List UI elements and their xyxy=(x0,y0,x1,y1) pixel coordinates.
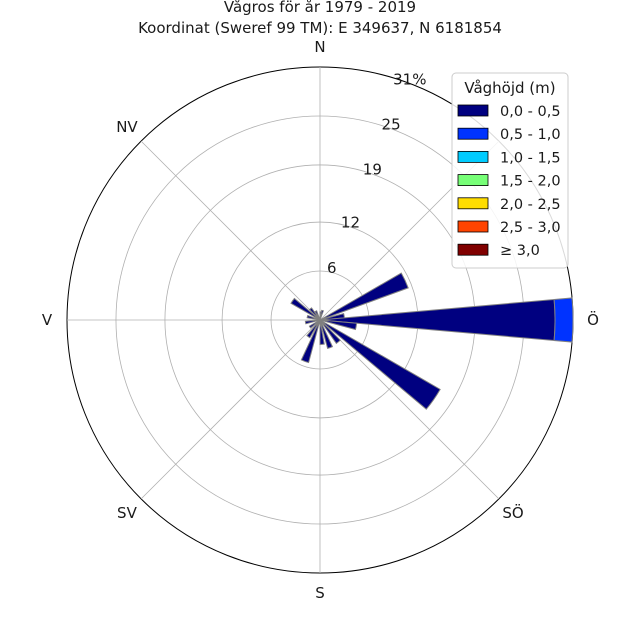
legend-swatch xyxy=(457,174,489,187)
legend-item-label: 0,5 - 1,0 xyxy=(500,127,561,143)
rose-bar-100-bin0 xyxy=(319,319,358,331)
radial-labels: 6 12 19 25 31% xyxy=(327,70,427,277)
legend-swatch xyxy=(457,127,489,140)
chart-subtitle: Koordinat (Sweref 99 TM): E 349637, N 61… xyxy=(138,19,502,37)
rose-bar-90-bin1 xyxy=(553,297,574,343)
rose-bar-215-bin0 xyxy=(306,319,321,339)
rose-bars xyxy=(290,272,574,410)
legend-item-label: 2,5 - 3,0 xyxy=(500,220,561,236)
grid-spoke xyxy=(140,140,321,321)
rose-bar-285-bin0 xyxy=(306,314,321,321)
legend-swatch xyxy=(457,104,489,117)
rose-bar-15-bin0 xyxy=(319,309,324,321)
direction-label-Ö: Ö xyxy=(587,310,599,329)
legend-item-label: ≥ 3,0 xyxy=(500,243,540,259)
legend-item-label: 2,0 - 2,5 xyxy=(500,197,561,213)
rose-bar-160-bin0 xyxy=(319,319,334,349)
rose-bar-235-bin0 xyxy=(308,319,321,329)
legend-item-label: 1,5 - 2,0 xyxy=(500,174,561,190)
chart-title: Vågros för år 1979 - 2019 xyxy=(223,0,417,16)
direction-label-S: S xyxy=(315,584,325,602)
rose-bar-200-bin0 xyxy=(300,319,321,364)
radial-tick-label: 25 xyxy=(382,115,401,133)
radial-tick-label: 19 xyxy=(363,161,382,179)
legend-item-label: 0,0 - 0,5 xyxy=(500,104,561,120)
legend-title: Våghöjd (m) xyxy=(464,79,555,97)
direction-label-SÖ: SÖ xyxy=(502,503,523,522)
direction-label-V: V xyxy=(42,311,53,329)
direction-label-SV: SV xyxy=(117,504,138,522)
direction-labels: N NV V SV S SÖ Ö xyxy=(42,38,599,602)
direction-label-N: N xyxy=(314,38,325,56)
rose-bar-305-bin0 xyxy=(290,297,321,321)
rose-bar-260-bin0 xyxy=(304,319,321,325)
grid-spoke xyxy=(140,319,321,500)
direction-label-NV: NV xyxy=(116,118,138,136)
legend-swatch xyxy=(457,220,489,233)
legend-swatch xyxy=(457,243,489,256)
legend-item-label: 1,0 - 1,5 xyxy=(500,150,561,166)
rose-bar-175-bin0 xyxy=(319,319,325,345)
radial-tick-label: 31% xyxy=(393,70,426,88)
grid-spoke xyxy=(319,319,500,500)
rose-bar-125-bin0 xyxy=(319,319,441,410)
legend-swatch xyxy=(457,197,489,210)
radial-tick-label: 6 xyxy=(327,259,337,277)
rose-bar-320-bin0 xyxy=(308,307,321,321)
legend-swatch xyxy=(457,150,489,163)
rose-bar-65-bin0 xyxy=(319,272,409,321)
legend: Våghöjd (m) 0,0 - 0,5 0,5 - 1,0 1,0 - 1,5 1,… xyxy=(451,72,569,269)
radial-tick-label: 12 xyxy=(341,214,360,232)
rose-bar-140-bin0 xyxy=(319,319,341,345)
legend-box xyxy=(451,72,569,269)
rose-bar-335-bin0 xyxy=(314,310,321,321)
